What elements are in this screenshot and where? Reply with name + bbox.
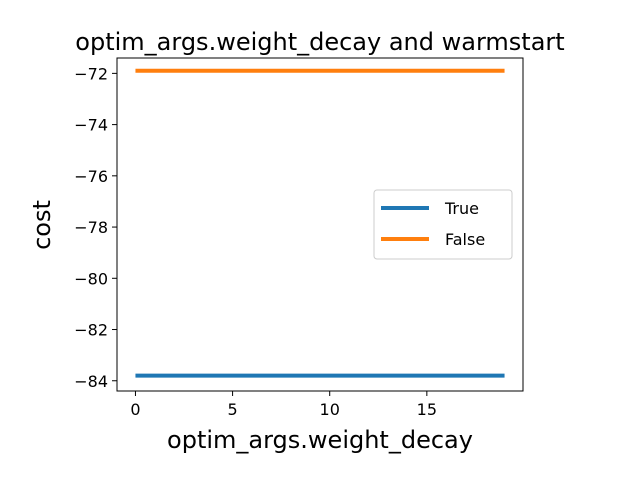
x-tick-label: 15 bbox=[417, 400, 437, 419]
legend-box bbox=[373, 189, 513, 260]
legend: True False bbox=[373, 189, 513, 260]
chart-title: optim_args.weight_decay and warmstart bbox=[75, 28, 564, 56]
x-tick-label: 10 bbox=[320, 400, 340, 419]
x-tick-label: 0 bbox=[130, 400, 140, 419]
y-tick-label: −82 bbox=[74, 321, 108, 340]
legend-label-true: True bbox=[444, 199, 479, 218]
x-axis-ticks: 0 5 10 15 bbox=[130, 391, 437, 419]
plot-area bbox=[116, 57, 524, 392]
y-tick-label: −84 bbox=[74, 372, 108, 391]
legend-entries: True False bbox=[381, 199, 485, 249]
y-axis-label: cost bbox=[28, 200, 56, 250]
y-tick-label: −76 bbox=[74, 167, 108, 186]
y-axis-ticks: −84 −82 −80 −78 −76 −74 −72 bbox=[74, 64, 117, 391]
x-tick-label: 5 bbox=[227, 400, 237, 419]
y-tick-label: −80 bbox=[74, 269, 108, 288]
y-tick-label: −72 bbox=[74, 64, 108, 83]
y-tick-label: −74 bbox=[74, 116, 108, 135]
x-axis-label: optim_args.weight_decay bbox=[167, 426, 473, 454]
legend-label-false: False bbox=[445, 230, 485, 249]
y-tick-label: −78 bbox=[74, 218, 108, 237]
plot-frame bbox=[116, 57, 524, 392]
series-layer bbox=[135, 68, 505, 378]
